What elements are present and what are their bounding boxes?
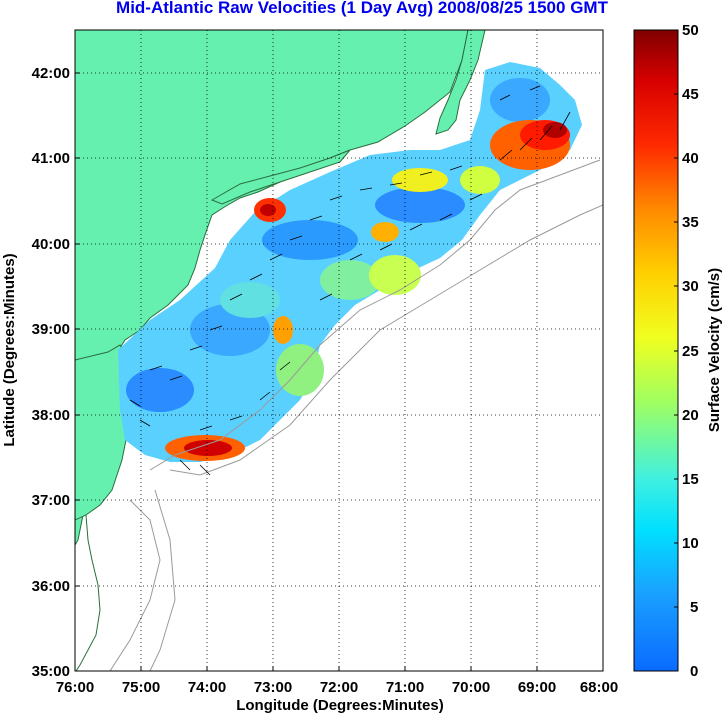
colorbar-tick-label: 15: [682, 471, 699, 488]
velocity-vectors: [129, 85, 571, 476]
lon-tick-label: 75:00: [122, 679, 160, 696]
land-cape-cod: [435, 30, 486, 135]
lon-tick-label: 74:00: [188, 679, 226, 696]
map-title: Mid-Atlantic Raw Velocities (1 Day Avg) …: [116, 0, 608, 17]
coastline-south: [75, 514, 101, 671]
colorbar: [633, 29, 679, 672]
bathymetry-contours: [109, 159, 603, 671]
colorbar-tick-label: 50: [682, 22, 699, 39]
land-delmarva: [75, 344, 131, 521]
lon-tick-labels: 76:00 75:00 74:00 73:00 72:00 71:00 70:0…: [56, 679, 618, 696]
colorbar-label: Surface Velocity (cm/s): [706, 268, 723, 432]
colorbar-tick-labels: 50 45 40 35 30 25 20 15 10 5 0: [682, 22, 699, 680]
lat-tick-labels: 42:00 41:00 40:00 39:00 38:00 37:00 36:0…: [32, 65, 70, 680]
colorbar-tick-label: 25: [682, 343, 699, 360]
lat-tick-label: 38:00: [32, 407, 70, 424]
colorbar-tick-label: 40: [682, 150, 699, 167]
lon-tick-label: 76:00: [56, 679, 94, 696]
colorbar-tick-label: 0: [690, 663, 698, 680]
tick-marks: [74, 72, 604, 672]
lon-tick-label: 68:00: [580, 679, 618, 696]
velocity-field: [118, 62, 582, 462]
lon-tick-label: 70:00: [452, 679, 490, 696]
y-axis-label: Latitude (Degrees:Minutes): [1, 253, 18, 446]
lon-tick-label: 71:00: [386, 679, 424, 696]
colorbar-tick-label: 45: [682, 86, 699, 103]
lat-tick-label: 39:00: [32, 321, 70, 338]
land-long-island: [210, 149, 351, 205]
lat-tick-label: 40:00: [32, 236, 70, 253]
lon-tick-label: 73:00: [254, 679, 292, 696]
lon-tick-label: 72:00: [320, 679, 358, 696]
colorbar-tick-label: 10: [682, 535, 699, 552]
x-axis-label: Longitude (Degrees:Minutes): [236, 697, 444, 714]
lat-tick-label: 35:00: [32, 663, 70, 680]
colorbar-tick-label: 20: [682, 407, 699, 424]
grid-lines: [75, 30, 603, 671]
colorbar-tick-label: 35: [682, 214, 699, 231]
lat-tick-label: 36:00: [32, 578, 70, 595]
colorbar-ticks: [674, 93, 678, 608]
lat-tick-label: 41:00: [32, 150, 70, 167]
colorbar-tick-label: 30: [682, 278, 699, 295]
lat-tick-label: 37:00: [32, 492, 70, 509]
lat-tick-label: 42:00: [32, 65, 70, 82]
colorbar-tick-label: 5: [690, 599, 698, 616]
lon-tick-label: 69:00: [518, 679, 556, 696]
